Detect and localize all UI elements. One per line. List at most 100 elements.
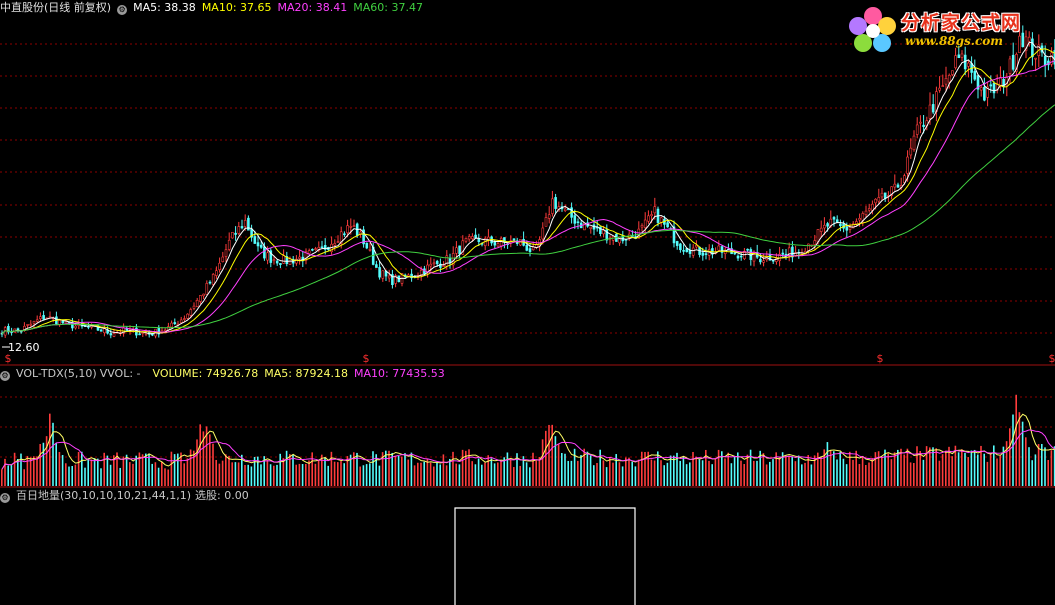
candle-body — [343, 233, 346, 236]
candle-body — [208, 281, 212, 284]
volume-bar — [986, 461, 989, 486]
volume-bar — [951, 456, 953, 486]
volume-bar — [967, 457, 969, 486]
candle-body — [960, 53, 964, 58]
volume-bar — [77, 451, 80, 486]
volume-bar — [391, 452, 393, 486]
indicator-settings-gear-icon[interactable]: ⚙ — [0, 493, 10, 503]
candle-body — [967, 62, 970, 67]
volume-bar — [919, 451, 921, 486]
candle-body — [394, 275, 397, 284]
ma10-readout: MA10: 37.65 — [201, 1, 272, 14]
volume-bar — [644, 451, 646, 486]
volume-bar — [436, 462, 438, 486]
settings-gear-icon[interactable]: ⚙ — [117, 5, 128, 15]
volume-bar — [394, 455, 397, 486]
volume-bar — [548, 424, 550, 486]
signal-markers: $ $ $ $ — [5, 352, 1055, 365]
volume-bar — [586, 451, 589, 486]
candle-body — [951, 70, 954, 75]
candle-body — [781, 252, 785, 255]
volume-bar — [247, 464, 249, 486]
volume-bar — [340, 461, 342, 486]
volume-bar — [413, 465, 416, 486]
volume-bar — [855, 450, 857, 486]
volume-bar — [465, 450, 467, 486]
volume-bar — [1018, 412, 1021, 486]
volume-bar — [753, 460, 755, 486]
volume-settings-gear-icon[interactable]: ⚙ — [0, 371, 10, 381]
volume-bar — [324, 457, 326, 486]
volume-bar — [826, 442, 829, 486]
candle-body — [819, 227, 823, 232]
volume-bar — [113, 455, 115, 486]
volume-bar — [308, 460, 310, 486]
volume-bar — [148, 453, 150, 486]
volume-bar — [157, 467, 160, 486]
candle-body — [432, 262, 436, 265]
volume-bar — [423, 461, 425, 486]
candle-body — [42, 315, 45, 320]
candle-body — [307, 250, 311, 254]
candle-body — [547, 214, 551, 219]
candle-body — [272, 259, 276, 262]
volume-bar — [193, 450, 195, 486]
volume-bar — [909, 462, 912, 486]
volume-bar — [996, 458, 998, 486]
volume-bar — [68, 466, 70, 486]
volume-bar — [58, 451, 61, 486]
candle-body — [1008, 58, 1012, 74]
candle-body — [775, 258, 778, 262]
volume-bar — [788, 455, 790, 486]
volume-bar — [305, 463, 307, 486]
candle-body — [919, 121, 922, 124]
volume-bar — [657, 451, 659, 486]
volume-bar — [301, 464, 304, 486]
volume-bar — [173, 454, 176, 486]
volume-bar — [625, 457, 627, 486]
volume-bar — [621, 466, 624, 486]
candle-body — [298, 256, 301, 259]
candle-body — [983, 86, 986, 101]
volume-bar — [641, 451, 643, 486]
candle-body — [640, 225, 644, 228]
volume-bar — [797, 455, 800, 486]
volume-bar — [781, 452, 784, 486]
volume-bar — [833, 451, 835, 486]
volume-bar — [929, 447, 931, 486]
volume-bar — [221, 460, 224, 486]
candle-body — [285, 256, 289, 264]
candle-body — [973, 71, 977, 80]
volume-bar — [244, 465, 246, 486]
volume-bar — [567, 460, 569, 486]
candle-body — [461, 240, 465, 255]
volume-bar — [205, 426, 208, 486]
volume-bar — [945, 450, 947, 486]
volume-bar — [493, 463, 496, 486]
volume-bar — [605, 467, 608, 486]
candle-body — [701, 252, 705, 256]
candle-body — [720, 246, 724, 253]
volume-bar — [49, 413, 51, 486]
candle-body — [944, 77, 948, 85]
volume-bar — [957, 452, 960, 486]
candle-body — [304, 251, 308, 261]
candle-body — [816, 229, 820, 243]
volume-bar — [903, 454, 905, 486]
volume-bar — [730, 463, 733, 486]
candle-body — [931, 104, 935, 113]
candle-body — [605, 229, 609, 241]
volume-bar — [93, 458, 96, 486]
candle-body — [32, 320, 36, 324]
candle-body — [279, 263, 282, 265]
volume-bar — [871, 458, 873, 486]
volume-bar — [497, 462, 499, 486]
volume-bar — [519, 465, 521, 486]
candle-body — [192, 305, 196, 309]
volume-bar — [81, 451, 83, 486]
candle-body — [986, 86, 989, 98]
candle-body — [231, 232, 234, 239]
volume-bar — [420, 462, 422, 486]
volume-bar — [253, 456, 256, 486]
